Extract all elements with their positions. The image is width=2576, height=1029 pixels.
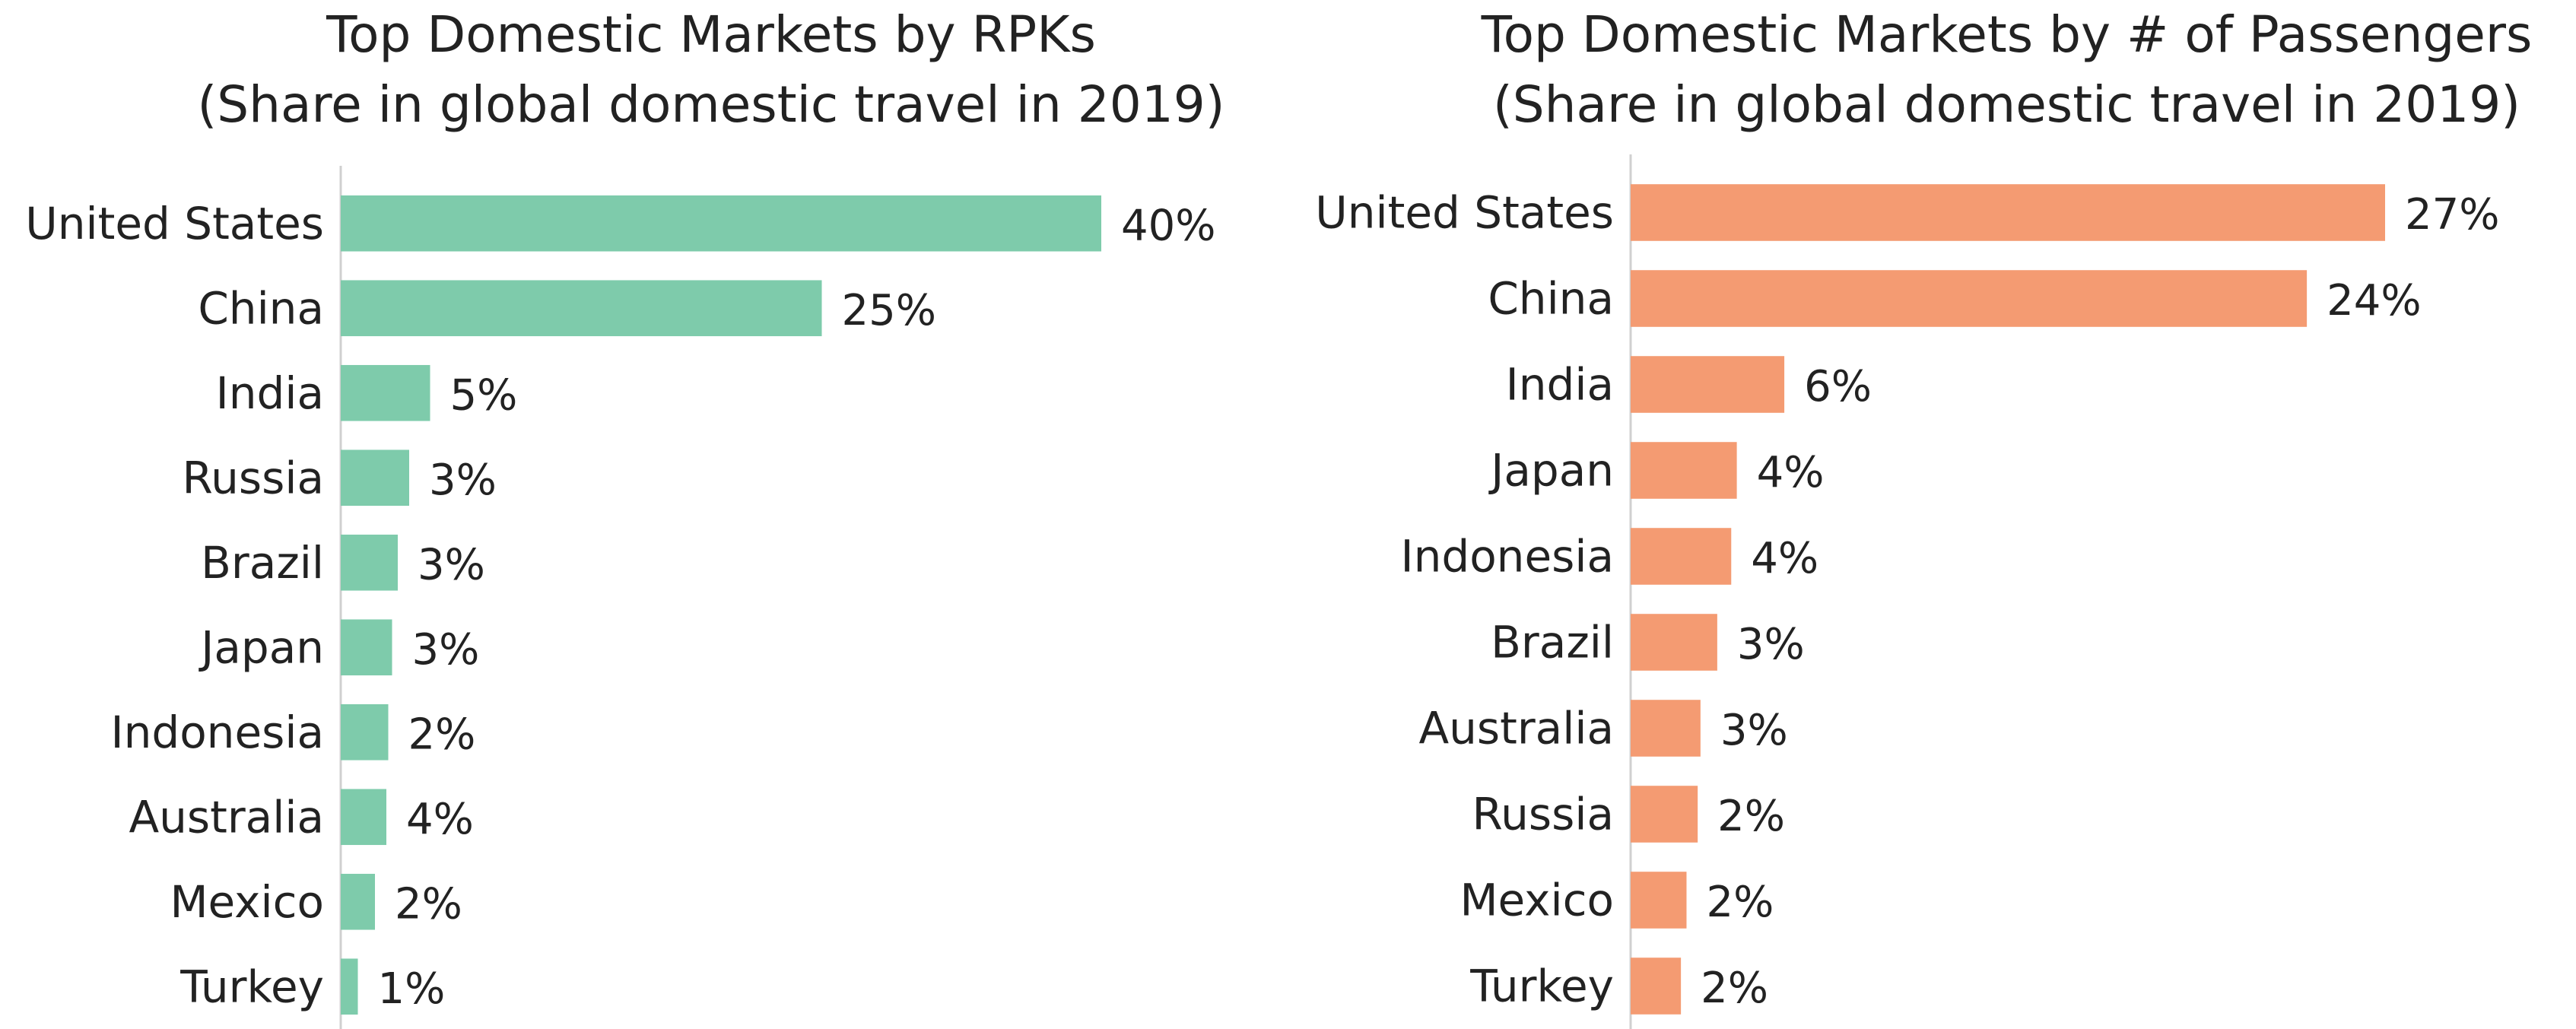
rpk-value-label: 4% [406,795,474,844]
rpk-chart-subtitle: (Share in global domestic travel in 2019… [197,75,1225,134]
passengers-category-label: Mexico [1460,875,1614,926]
rpk-value-label: 3% [429,456,497,505]
passengers-category-label: China [1488,273,1614,325]
rpk-bar-australia [341,789,386,846]
rpk-value-label: 40% [1121,201,1215,250]
rpk-category-label: India [216,367,324,419]
rpk-chart-title-block: Top Domestic Markets by RPKs (Share in g… [175,0,1247,140]
rpk-bar-united-states [341,195,1101,252]
passengers-chart-panel: Top Domestic Markets by # of Passengers … [1263,0,2576,1029]
passengers-category-label: Turkey [1469,961,1614,1012]
rpk-value-label: 5% [450,370,518,420]
passengers-chart-subtitle: (Share in global domestic travel in 2019… [1493,75,2520,134]
passengers-value-label: 2% [1717,792,1785,841]
rpk-bar-russia [341,449,409,507]
rpk-bar-china [341,280,822,337]
passengers-value-label: 3% [1737,620,1805,669]
passengers-bar-india [1631,356,1785,413]
passengers-value-label: 24% [2327,276,2421,326]
passengers-value-label: 4% [1757,448,1825,497]
rpk-chart-panel: Top Domestic Markets by RPKs (Share in g… [0,0,1263,1029]
rpk-category-label: Russia [182,452,324,503]
rpk-value-label: 1% [378,964,446,1014]
rpk-bar-india [341,364,430,421]
passengers-bar-japan [1631,442,1737,499]
rpk-bar-brazil [341,534,398,591]
passengers-category-label: Russia [1472,789,1614,840]
passengers-bar-china [1631,270,2308,327]
rpk-bar-turkey [341,958,358,1015]
rpk-value-label: 25% [842,286,936,335]
rpk-category-label: Brazil [201,537,324,589]
rpk-category-label: Mexico [170,876,324,928]
passengers-bar-indonesia [1631,528,1732,585]
rpk-category-label: Indonesia [111,707,324,758]
passengers-category-label: United States [1315,187,1614,239]
passengers-bar-turkey [1631,958,1682,1015]
passengers-chart-title-block: Top Domestic Markets by # of Passengers … [1437,0,2576,140]
passengers-category-label: Japan [1488,445,1614,497]
passengers-bar-australia [1631,700,1701,757]
passengers-value-label: 6% [1804,362,1872,411]
passengers-bar-russia [1631,786,1698,843]
passengers-value-label: 2% [1701,964,1768,1013]
passengers-value-label: 2% [1706,878,1774,927]
rpk-category-label: China [198,282,324,334]
passengers-bar-mexico [1631,872,1687,929]
passengers-value-label: 4% [1751,534,1818,583]
rpk-chart-title: Top Domestic Markets by RPKs [326,5,1096,64]
passengers-value-label: 27% [2405,190,2499,240]
rpk-bar-japan [341,619,392,676]
rpk-value-label: 3% [412,625,480,675]
rpk-value-label: 3% [418,540,485,589]
rpk-bar-indonesia [341,703,389,761]
rpk-bar-chart: United States 40% China 25% India 5% Russia 3% B… [25,166,1215,1029]
passengers-category-label: Indonesia [1401,531,1614,583]
passengers-chart-title: Top Domestic Markets by # of Passengers [1481,5,2533,64]
rpk-value-label: 2% [395,879,462,929]
passengers-bar-chart: United States 27% China 24% India 6% Japan 4% In… [1315,154,2499,1029]
passengers-bar-united-states [1631,184,2385,241]
passengers-bar-brazil [1631,614,1717,671]
passengers-category-label: India [1506,359,1614,411]
rpk-category-label: United States [25,198,324,249]
rpk-category-label: Japan [199,621,324,673]
passengers-category-label: Australia [1418,703,1614,754]
rpk-bar-mexico [341,873,375,930]
rpk-category-label: Turkey [179,961,324,1012]
passengers-category-label: Brazil [1491,617,1614,669]
rpk-category-label: Australia [129,791,324,843]
passengers-value-label: 3% [1720,706,1788,755]
rpk-value-label: 2% [408,710,476,759]
